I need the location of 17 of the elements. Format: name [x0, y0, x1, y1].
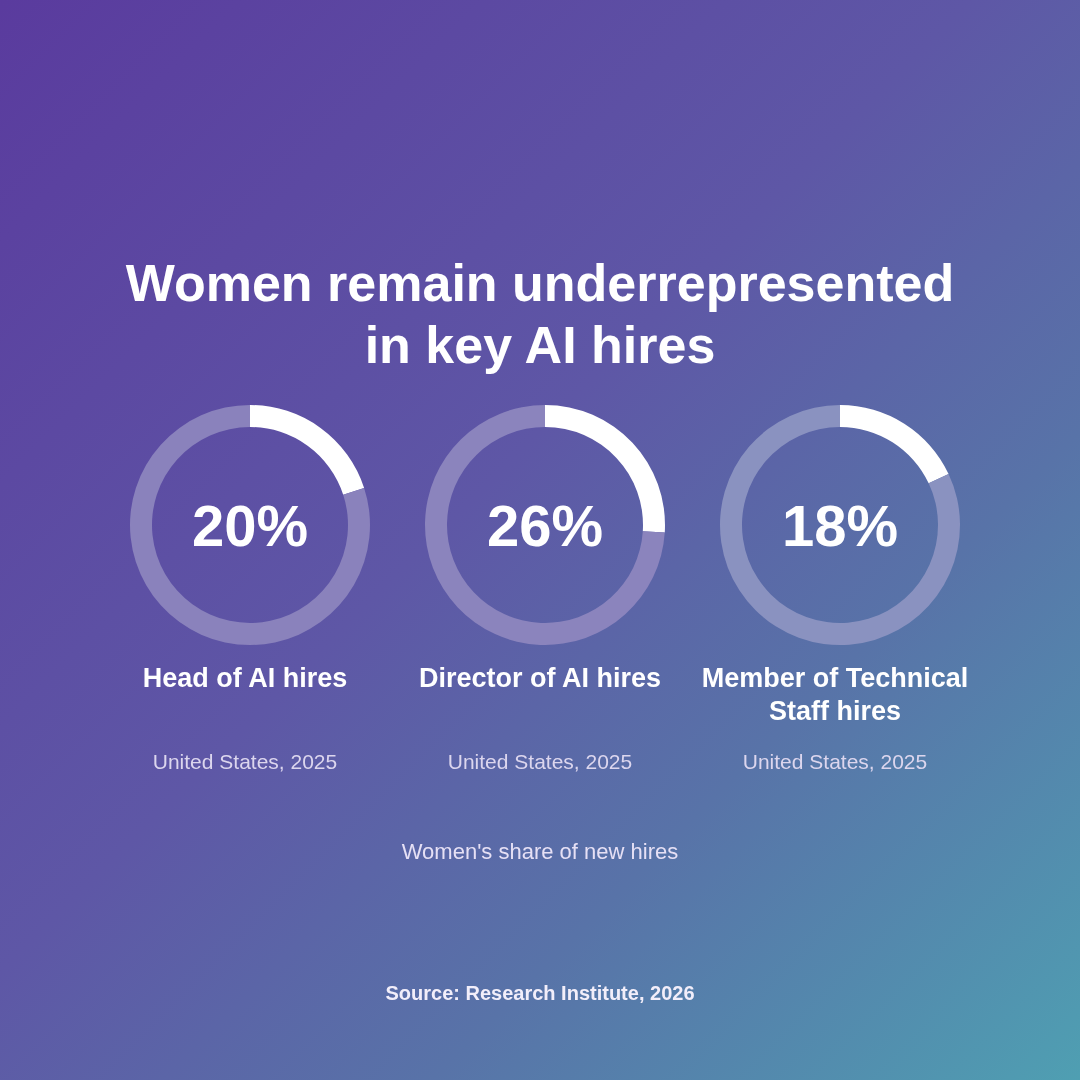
- text: Women's share of new hires: [400, 838, 680, 866]
- donut-slice: [250, 405, 365, 495]
- text: Director of AI hires: [417, 662, 663, 695]
- text: Member of Technical Staff hires: [700, 662, 970, 728]
- donut-slice: [720, 405, 960, 645]
- donut-slice: [840, 405, 949, 484]
- data-label: 20%: [191, 492, 309, 558]
- data-label: 26%: [486, 492, 604, 558]
- text: Women remain underrepresented in key AI hires: [124, 253, 956, 376]
- text: United States, 2025: [741, 749, 929, 775]
- source-note: Source: Research Institute, 2026: [384, 981, 696, 1006]
- text: United States, 2025: [151, 749, 339, 775]
- text: Head of AI hires: [141, 662, 349, 695]
- donut-slice: [425, 405, 665, 645]
- data-label: 18%: [781, 492, 899, 558]
- donut-slice: [130, 405, 370, 645]
- text: United States, 2025: [446, 749, 634, 775]
